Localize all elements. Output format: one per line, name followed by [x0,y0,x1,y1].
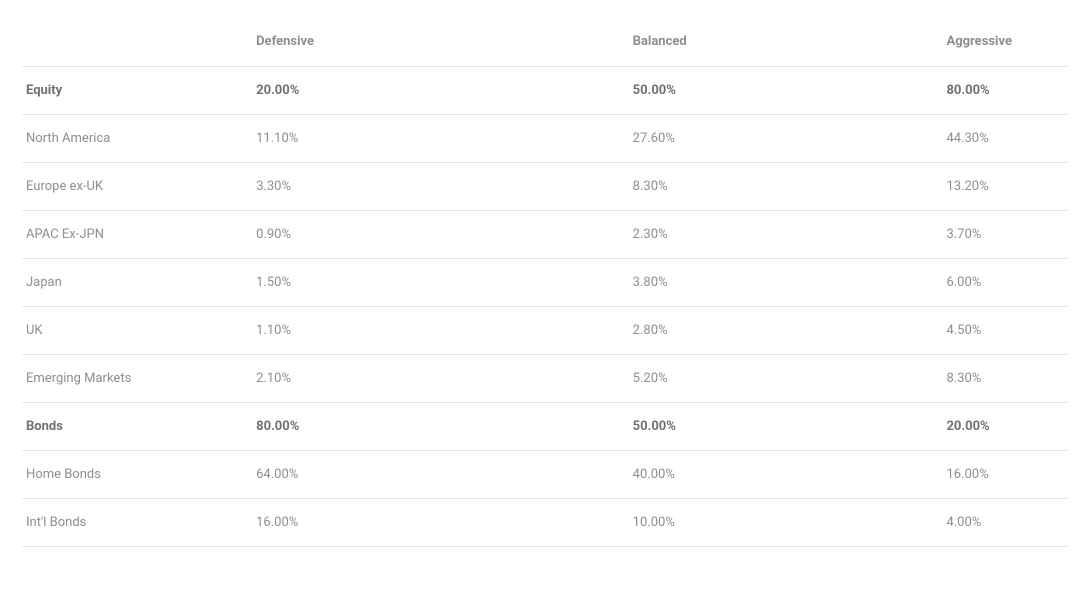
cell-aggressive: 44.30% [942,114,1068,162]
table-row: Emerging Markets 2.10% 5.20% 8.30% [22,354,1068,402]
row-label: Emerging Markets [22,354,252,402]
cell-balanced: 27.60% [629,114,943,162]
row-label: Home Bonds [22,450,252,498]
cell-balanced: 5.20% [629,354,943,402]
table-row: Bonds 80.00% 50.00% 20.00% [22,402,1068,450]
cell-aggressive: 3.70% [942,210,1068,258]
table-row: Japan 1.50% 3.80% 6.00% [22,258,1068,306]
col-header-blank [22,18,252,66]
table-row: North America 11.10% 27.60% 44.30% [22,114,1068,162]
cell-defensive: 2.10% [252,354,629,402]
cell-balanced: 50.00% [629,402,943,450]
cell-balanced: 2.80% [629,306,943,354]
cell-defensive: 80.00% [252,402,629,450]
cell-aggressive: 20.00% [942,402,1068,450]
table-row: Europe ex-UK 3.30% 8.30% 13.20% [22,162,1068,210]
cell-balanced: 50.00% [629,66,943,114]
cell-defensive: 16.00% [252,498,629,546]
table-row: Int'l Bonds 16.00% 10.00% 4.00% [22,498,1068,546]
table-header-row: Defensive Balanced Aggressive [22,18,1068,66]
row-label: Japan [22,258,252,306]
cell-aggressive: 8.30% [942,354,1068,402]
cell-balanced: 40.00% [629,450,943,498]
cell-aggressive: 80.00% [942,66,1068,114]
cell-aggressive: 6.00% [942,258,1068,306]
table-row: Equity 20.00% 50.00% 80.00% [22,66,1068,114]
cell-aggressive: 4.50% [942,306,1068,354]
cell-defensive: 1.50% [252,258,629,306]
allocation-table: Defensive Balanced Aggressive Equity 20.… [22,18,1068,547]
cell-defensive: 1.10% [252,306,629,354]
row-label: Europe ex-UK [22,162,252,210]
row-label: Equity [22,66,252,114]
col-header-defensive: Defensive [252,18,629,66]
cell-aggressive: 16.00% [942,450,1068,498]
row-label: Int'l Bonds [22,498,252,546]
cell-defensive: 11.10% [252,114,629,162]
cell-defensive: 64.00% [252,450,629,498]
row-label: UK [22,306,252,354]
row-label: North America [22,114,252,162]
cell-defensive: 0.90% [252,210,629,258]
cell-defensive: 3.30% [252,162,629,210]
cell-balanced: 10.00% [629,498,943,546]
row-label: APAC Ex-JPN [22,210,252,258]
cell-balanced: 8.30% [629,162,943,210]
col-header-aggressive: Aggressive [942,18,1068,66]
table-row: Home Bonds 64.00% 40.00% 16.00% [22,450,1068,498]
cell-aggressive: 13.20% [942,162,1068,210]
table-row: APAC Ex-JPN 0.90% 2.30% 3.70% [22,210,1068,258]
col-header-balanced: Balanced [629,18,943,66]
row-label: Bonds [22,402,252,450]
cell-defensive: 20.00% [252,66,629,114]
cell-aggressive: 4.00% [942,498,1068,546]
cell-balanced: 3.80% [629,258,943,306]
table-row: UK 1.10% 2.80% 4.50% [22,306,1068,354]
cell-balanced: 2.30% [629,210,943,258]
